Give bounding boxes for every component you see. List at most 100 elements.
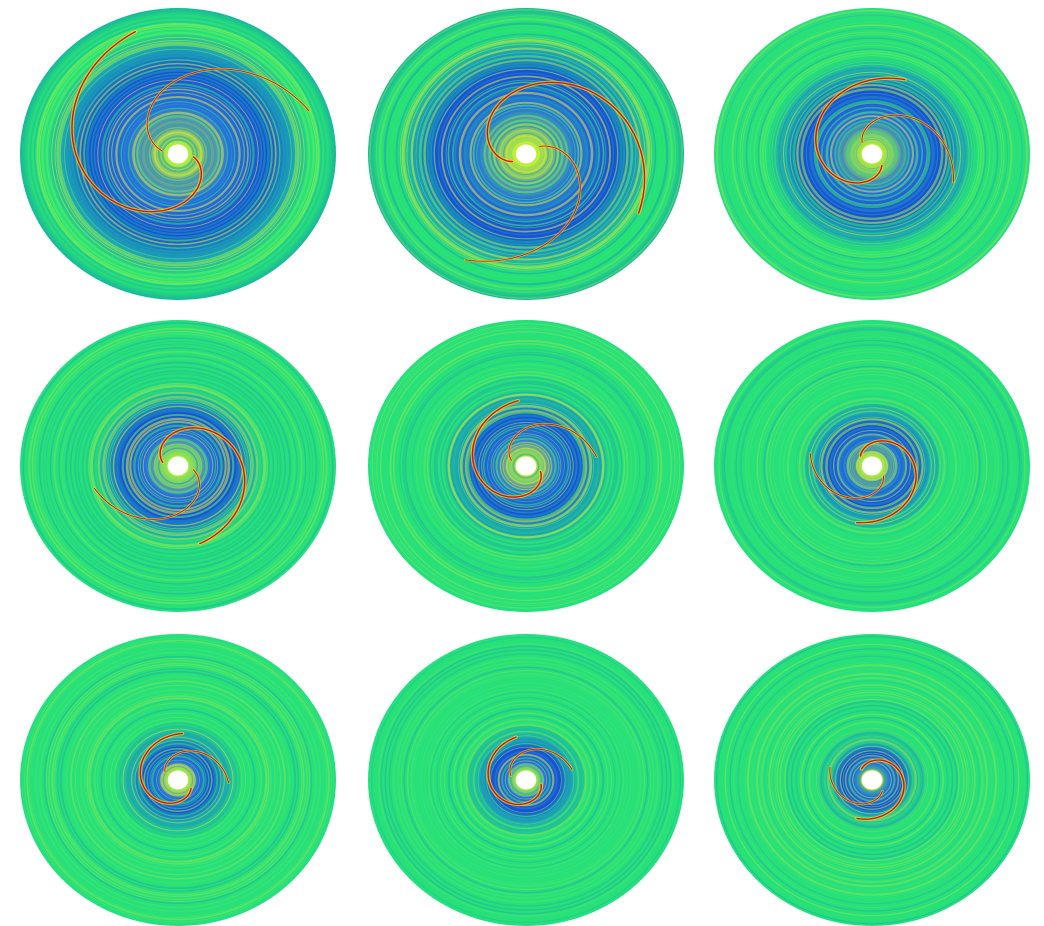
ring [791,392,953,540]
ring [815,413,929,519]
ring [411,360,641,572]
ring [858,767,886,793]
ring [844,754,900,806]
spiral-arm [508,423,597,461]
ring [447,393,605,539]
ring [430,691,622,869]
ring [54,39,302,269]
ring [508,450,544,482]
ring [505,447,547,485]
ring [58,355,298,577]
spiral-arm [856,759,905,820]
ring [853,137,891,171]
ring [93,76,263,232]
ring [107,400,249,532]
spiral-arm [487,736,542,806]
ring [464,409,588,523]
ring [759,50,985,258]
ring [771,686,973,874]
ring [104,712,252,848]
ring [70,366,286,566]
ring [483,114,569,194]
spiral-arm [861,114,954,183]
ring [156,759,200,801]
ring [404,353,648,579]
ring [429,376,623,556]
ring [808,721,936,839]
ring [415,52,637,256]
ring [399,348,653,584]
ring [843,439,901,493]
ring [849,445,895,487]
ring [153,443,203,489]
ring [472,730,580,830]
ring [715,635,1029,925]
ring [83,693,273,867]
ring [397,346,655,586]
ring [399,37,653,271]
ring [739,31,1005,277]
ring [497,753,555,807]
disk-panel [714,320,1030,612]
ring [161,138,195,170]
ring [115,408,241,524]
ring [56,41,300,267]
ring [445,79,607,229]
ring [395,33,657,275]
disk-panel [20,8,336,300]
ring [127,107,229,201]
ring [146,124,210,184]
ring [74,684,282,876]
ring [766,368,978,564]
ring [160,763,196,797]
ring [51,36,305,272]
ring [735,339,1009,593]
ring [375,15,677,293]
ring [423,371,629,561]
ring [157,135,199,173]
ring [63,674,293,886]
ring [800,713,944,847]
ring [443,703,609,857]
ring [436,697,616,863]
ring [469,728,583,832]
ring [397,661,655,899]
ring [137,742,219,818]
ring [450,396,602,536]
ring [830,115,914,193]
ring [765,55,979,253]
ring [374,325,678,607]
ring [808,407,936,525]
ring [476,107,576,201]
ring [36,23,320,285]
ring [159,449,197,483]
ring [101,83,255,225]
ring [30,643,326,917]
ring [45,658,311,902]
ring [392,656,660,904]
ring [413,675,639,885]
ring [105,398,251,534]
ring [454,87,598,221]
ring [79,689,277,871]
ring [45,31,311,277]
ring [739,657,1005,903]
central-hole [515,770,537,790]
ring [384,649,668,911]
ring [158,447,198,485]
ring [115,722,241,838]
ring [100,708,256,852]
ring [109,717,247,843]
ring [24,637,332,923]
ring [724,643,1020,917]
ring [721,14,1023,294]
ring [832,429,912,503]
ring [122,728,234,832]
ring [858,141,886,167]
ring [88,383,268,549]
ring [88,697,268,863]
spiral-arm [815,77,906,184]
ring [83,66,273,242]
ring [45,343,311,589]
disk-panel [20,320,336,612]
